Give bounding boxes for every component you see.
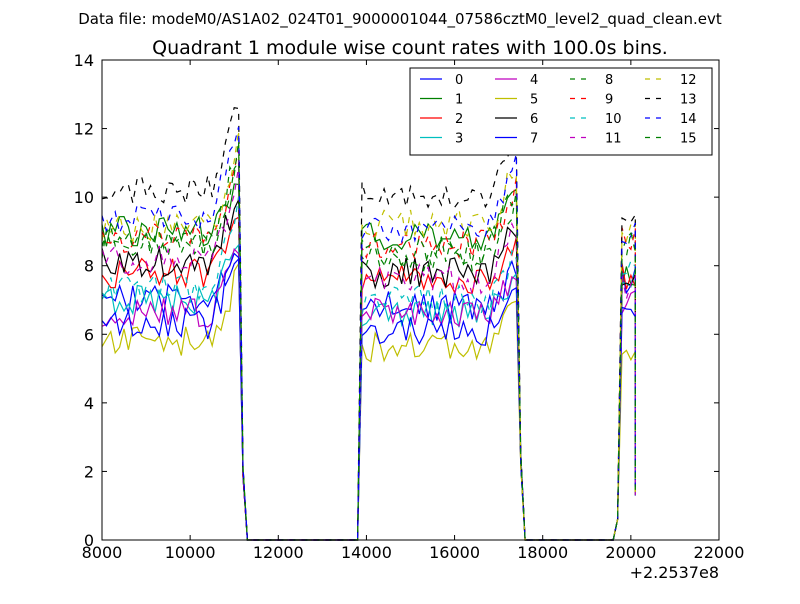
legend-label: 13 bbox=[680, 93, 697, 108]
legend-entry-8: 8 bbox=[570, 73, 613, 88]
legend-label: 12 bbox=[680, 73, 697, 88]
series-line-8 bbox=[101, 159, 636, 541]
x-tick-label: 16000 bbox=[429, 543, 480, 562]
legend-entry-6: 6 bbox=[495, 112, 538, 127]
y-tick-label: 0 bbox=[84, 531, 94, 550]
legend-label: 7 bbox=[530, 132, 538, 147]
series-line-1 bbox=[101, 183, 636, 541]
series-line-5 bbox=[101, 261, 636, 541]
series-line-14 bbox=[101, 126, 636, 541]
x-tick-label: 12000 bbox=[253, 543, 304, 562]
legend-entry-10: 10 bbox=[570, 112, 622, 127]
figure-suptitle: Data file: modeM0/AS1A02_024T01_90000010… bbox=[78, 10, 722, 29]
legend-entry-2: 2 bbox=[420, 112, 463, 127]
series-line-10 bbox=[101, 196, 636, 541]
x-offset-label: +2.2537e8 bbox=[630, 563, 719, 582]
plot-frame bbox=[101, 59, 720, 541]
y-tick-label: 6 bbox=[84, 325, 94, 344]
x-tick-label: 8000 bbox=[82, 543, 123, 562]
legend-label: 2 bbox=[455, 112, 463, 127]
legend-entry-5: 5 bbox=[495, 93, 538, 108]
series-line-4 bbox=[101, 247, 636, 541]
legend-label: 6 bbox=[530, 112, 538, 127]
series-line-2 bbox=[101, 216, 636, 541]
x-tick-label: 18000 bbox=[517, 543, 568, 562]
legend-box bbox=[409, 67, 713, 156]
legend-entry-0: 0 bbox=[420, 73, 463, 88]
legend-label: 4 bbox=[530, 73, 538, 88]
legend-entry-12: 12 bbox=[645, 73, 697, 88]
legend-label: 14 bbox=[680, 112, 697, 127]
legend-entry-3: 3 bbox=[420, 132, 463, 147]
y-tick-label: 4 bbox=[84, 394, 94, 413]
chart-title: Quadrant 1 module wise count rates with … bbox=[152, 37, 668, 59]
axis-ticks: 8000 10000 12000 14000 16000 18000 20000 22000 0… bbox=[74, 51, 745, 562]
legend-label: 3 bbox=[455, 132, 463, 147]
series-line-9 bbox=[101, 150, 636, 541]
legend-label: 5 bbox=[530, 93, 538, 108]
series-line-15 bbox=[101, 141, 636, 541]
legend-entry-9: 9 bbox=[570, 93, 613, 108]
series-line-7 bbox=[101, 252, 636, 541]
legend-entry-1: 1 bbox=[420, 93, 463, 108]
x-tick-label: 20000 bbox=[605, 543, 656, 562]
y-tick-label: 2 bbox=[84, 462, 94, 481]
legend-label: 10 bbox=[605, 112, 622, 127]
legend-label: 1 bbox=[455, 93, 463, 108]
y-tick-label: 10 bbox=[74, 188, 94, 207]
x-tick-label: 14000 bbox=[341, 543, 392, 562]
legend-entry-7: 7 bbox=[495, 132, 538, 147]
legend-label: 9 bbox=[605, 93, 613, 108]
series-line-11 bbox=[101, 166, 636, 541]
legend-label: 0 bbox=[455, 73, 463, 88]
legend-label: 11 bbox=[605, 132, 622, 147]
y-tick-label: 14 bbox=[74, 51, 94, 70]
legend-label: 15 bbox=[680, 132, 697, 147]
x-tick-label: 10000 bbox=[165, 543, 216, 562]
legend-entry-13: 13 bbox=[645, 93, 697, 108]
series-layer bbox=[101, 107, 636, 541]
x-tick-label: 22000 bbox=[694, 543, 745, 562]
y-tick-label: 12 bbox=[74, 120, 94, 139]
legend-label: 8 bbox=[605, 73, 613, 88]
legend-entry-11: 11 bbox=[570, 132, 622, 147]
y-tick-label: 8 bbox=[84, 257, 94, 276]
legend-entry-4: 4 bbox=[495, 73, 538, 88]
legend-entry-15: 15 bbox=[645, 132, 697, 147]
legend-entry-14: 14 bbox=[645, 112, 697, 127]
